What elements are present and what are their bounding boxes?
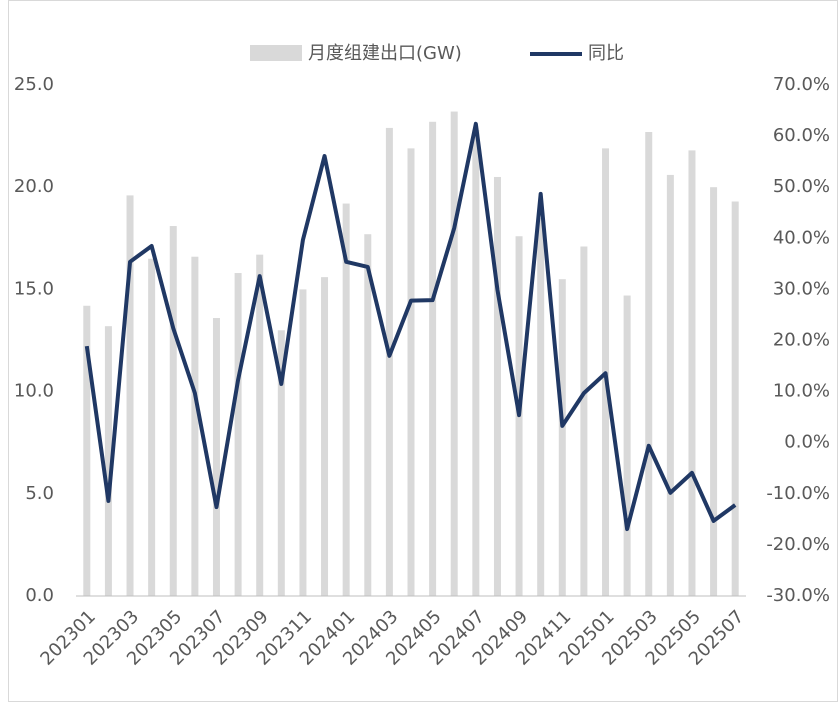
- bar: [385, 127, 393, 596]
- bar: [191, 256, 199, 596]
- bar: [731, 201, 739, 596]
- y2-tick-label: 50.0%: [773, 176, 830, 197]
- bar: [450, 111, 458, 597]
- bar: [558, 279, 566, 596]
- bar: [277, 330, 285, 596]
- y2-tick-label: 10.0%: [773, 381, 830, 402]
- legend-label: 同比: [588, 43, 624, 64]
- bar: [580, 246, 588, 596]
- bar: [472, 129, 480, 596]
- bar: [83, 305, 91, 596]
- y2-tick-label: 0.0%: [784, 432, 830, 453]
- bar: [299, 289, 307, 596]
- bar: [256, 254, 264, 597]
- legend-label: 月度组建出口(GW): [308, 43, 462, 64]
- bar: [321, 277, 329, 596]
- bar: [493, 176, 501, 597]
- bar: [645, 132, 653, 596]
- bar: [364, 234, 372, 596]
- bar: [148, 258, 156, 596]
- y2-tick-label: 60.0%: [773, 125, 830, 146]
- y-tick-label: 15.0: [14, 278, 54, 299]
- y2-tick-label: 20.0%: [773, 330, 830, 351]
- bar: [623, 295, 631, 596]
- bar: [710, 187, 718, 596]
- bar: [407, 148, 415, 596]
- bar: [212, 318, 220, 596]
- y2-tick-label: -20.0%: [766, 534, 830, 555]
- bar: [104, 326, 112, 596]
- y-tick-label: 0.0: [25, 585, 54, 606]
- bar: [537, 217, 545, 597]
- bar: [666, 174, 674, 596]
- y-tick-label: 10.0: [14, 381, 54, 402]
- y-tick-label: 20.0: [14, 176, 54, 197]
- bar: [342, 203, 350, 596]
- y2-tick-label: 40.0%: [773, 227, 830, 248]
- bar: [429, 121, 437, 597]
- legend-swatch: [250, 45, 302, 61]
- y2-tick-label: -10.0%: [766, 483, 830, 504]
- bar: [126, 195, 134, 596]
- bar: [688, 150, 696, 596]
- line: [84, 121, 737, 532]
- y-tick-label: 5.0: [25, 483, 54, 504]
- y-tick-label: 25.0: [14, 74, 54, 95]
- y2-tick-label: -30.0%: [766, 585, 830, 606]
- chart-frame: [8, 0, 838, 702]
- y2-tick-label: 70.0%: [773, 74, 830, 95]
- bar: [169, 226, 177, 596]
- bar: [234, 273, 242, 596]
- y2-tick-label: 30.0%: [773, 278, 830, 299]
